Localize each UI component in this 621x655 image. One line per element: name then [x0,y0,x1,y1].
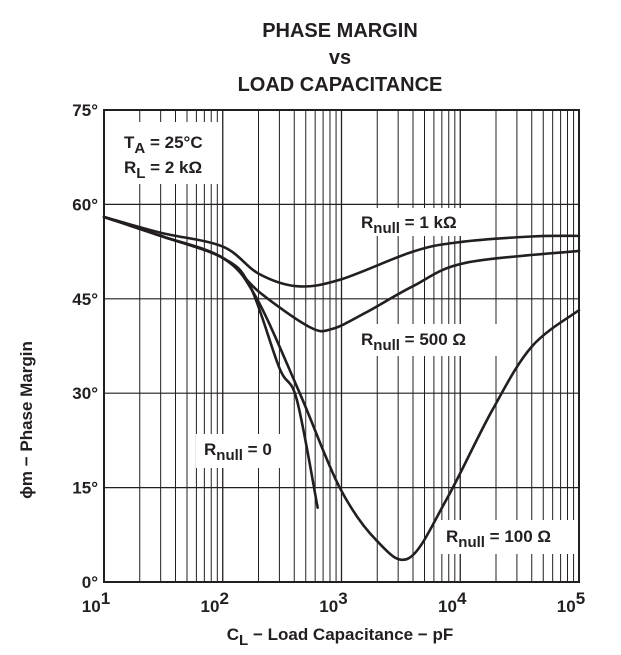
label-background [196,434,292,468]
series-line-0 [102,215,581,288]
label-background [356,324,498,356]
series-label-3: Rnull = 0 [204,440,272,464]
x-tick-label: 105 [557,589,585,616]
label-background [112,122,222,184]
y-tick-label: 45° [72,290,98,309]
x-tick-label: 104 [438,589,467,616]
chart-title-line-3: LOAD CAPACITANCE [238,74,443,96]
x-tick-label: 102 [201,589,229,616]
series-label-2: Rnull = 100 Ω [446,527,551,551]
y-tick-label: 75° [72,101,98,120]
plot-frame [103,109,580,583]
y-tick-label: 30° [72,384,98,403]
tick-labels: 0° 15° 30° 45° 60° 75° 101 102 103 104 105 [72,101,585,616]
condition-label: TA = 25°C [124,133,203,157]
curves [102,215,581,561]
annotations: TA = 25°CRL = 2 kΩ Rnull = 1 kΩ Rnull = 50… [124,133,551,551]
chart-title-line-1: PHASE MARGIN [262,20,418,42]
label-backgrounds [112,122,578,554]
y-axis-label: ϕm − Phase Margin [17,341,36,499]
label-background [440,520,578,554]
label-background [356,208,484,236]
series-label-0: Rnull = 1 kΩ [361,213,457,237]
x-axis-label: CL − Load Capacitance − pF [227,625,453,649]
chart-title-line-2: vs [329,47,351,69]
series-line-3 [102,215,319,510]
series-label-1: Rnull = 500 Ω [361,330,466,354]
y-tick-label: 0° [82,573,98,592]
y-tick-label: 60° [72,195,98,214]
y-tick-label: 15° [72,479,98,498]
x-tick-label: 101 [82,589,110,616]
condition-label: RL = 2 kΩ [124,158,202,182]
x-tick-label: 103 [319,589,347,616]
